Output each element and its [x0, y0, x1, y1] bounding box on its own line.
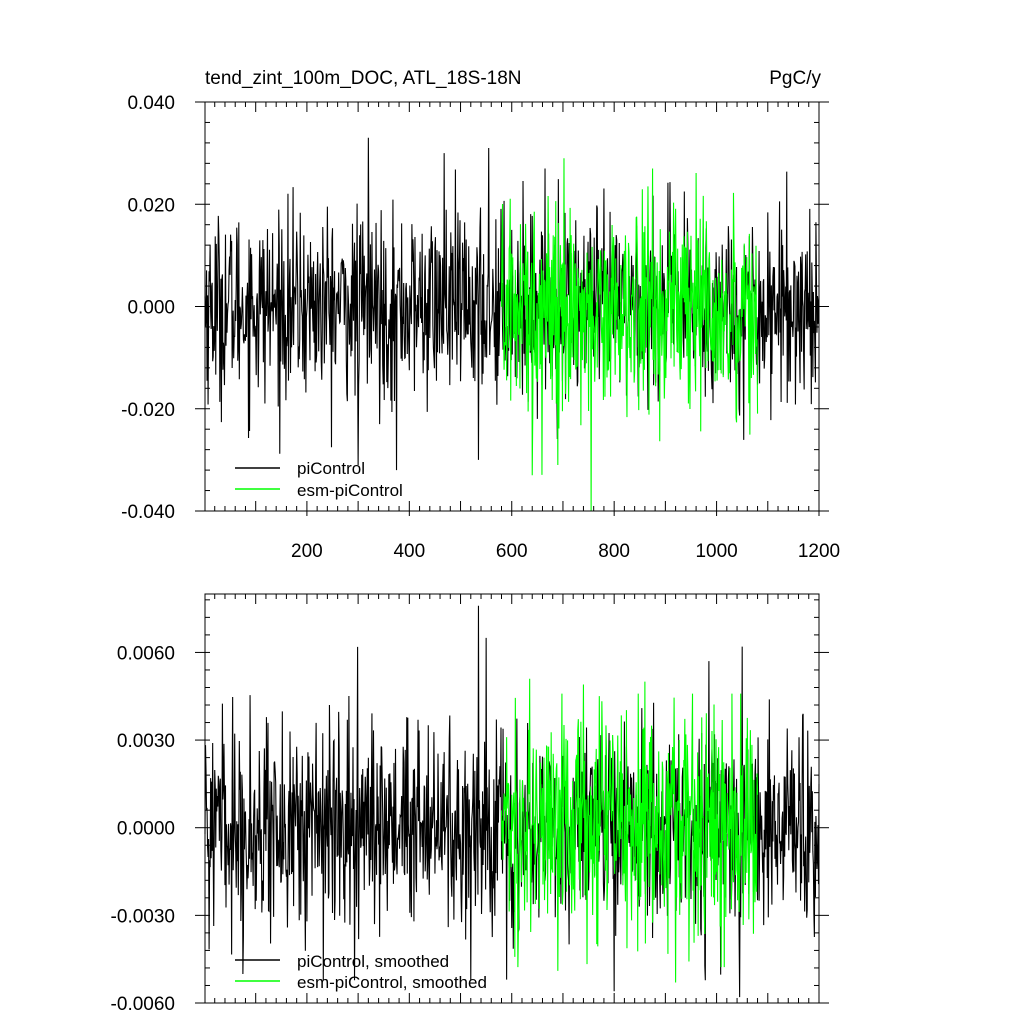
- y-tick-label: 0.0030: [117, 731, 175, 752]
- y-tick-label: -0.020: [121, 400, 175, 421]
- y-tick-label: -0.0030: [111, 906, 175, 927]
- x-tick-label: 800: [598, 541, 630, 562]
- legend-label-esm-picontrol-smoothed: esm-piControl, smoothed: [297, 973, 487, 992]
- y-tick-label: 0.0000: [117, 819, 175, 840]
- bottom-legend: piControl, smoothed esm-piControl, smoot…: [235, 952, 487, 992]
- y-tick-label: 0.020: [127, 195, 175, 216]
- bottom-series-layer: [204, 605, 820, 998]
- bottom-axes: -0.0060 -0.0030 0.0000 0.0030 0.0060: [111, 594, 829, 1015]
- top-series-layer: [204, 137, 820, 512]
- legend-label-esm-picontrol: esm-piControl: [297, 481, 403, 500]
- series-line-picontrol: [204, 137, 820, 471]
- x-tick-label: 600: [496, 541, 528, 562]
- x-tick-label: 1000: [695, 541, 737, 562]
- y-tick-label: -0.0060: [111, 994, 175, 1015]
- series-line-esm-picontrol: [500, 158, 759, 512]
- legend-label-picontrol-smoothed: piControl, smoothed: [297, 952, 449, 971]
- top-legend: piControl esm-piControl: [235, 459, 403, 500]
- y-tick-label: 0.040: [127, 93, 175, 114]
- bottom-panel: -0.0060 -0.0030 0.0000 0.0030 0.0060 piContr…: [111, 593, 829, 1015]
- units-label: PgC/y: [769, 68, 821, 89]
- top-panel: tend_zint_100m_DOC, ATL_18S-18N PgC/y -0…: [121, 68, 840, 562]
- top-axes: -0.040 -0.020 0.000 0.020 0.040 200 400 600 800 1…: [121, 93, 840, 562]
- y-tick-label: -0.040: [121, 502, 175, 523]
- chart-title: tend_zint_100m_DOC, ATL_18S-18N: [205, 68, 522, 89]
- y-tick-label: 0.0060: [117, 643, 175, 664]
- x-tick-label: 200: [291, 541, 323, 562]
- y-tick-label: 0.000: [127, 298, 175, 319]
- x-tick-label: 400: [393, 541, 425, 562]
- series-line-esm-picontrol-smoothed: [500, 678, 759, 983]
- x-tick-label: 1200: [798, 541, 840, 562]
- legend-label-picontrol: piControl: [297, 459, 365, 478]
